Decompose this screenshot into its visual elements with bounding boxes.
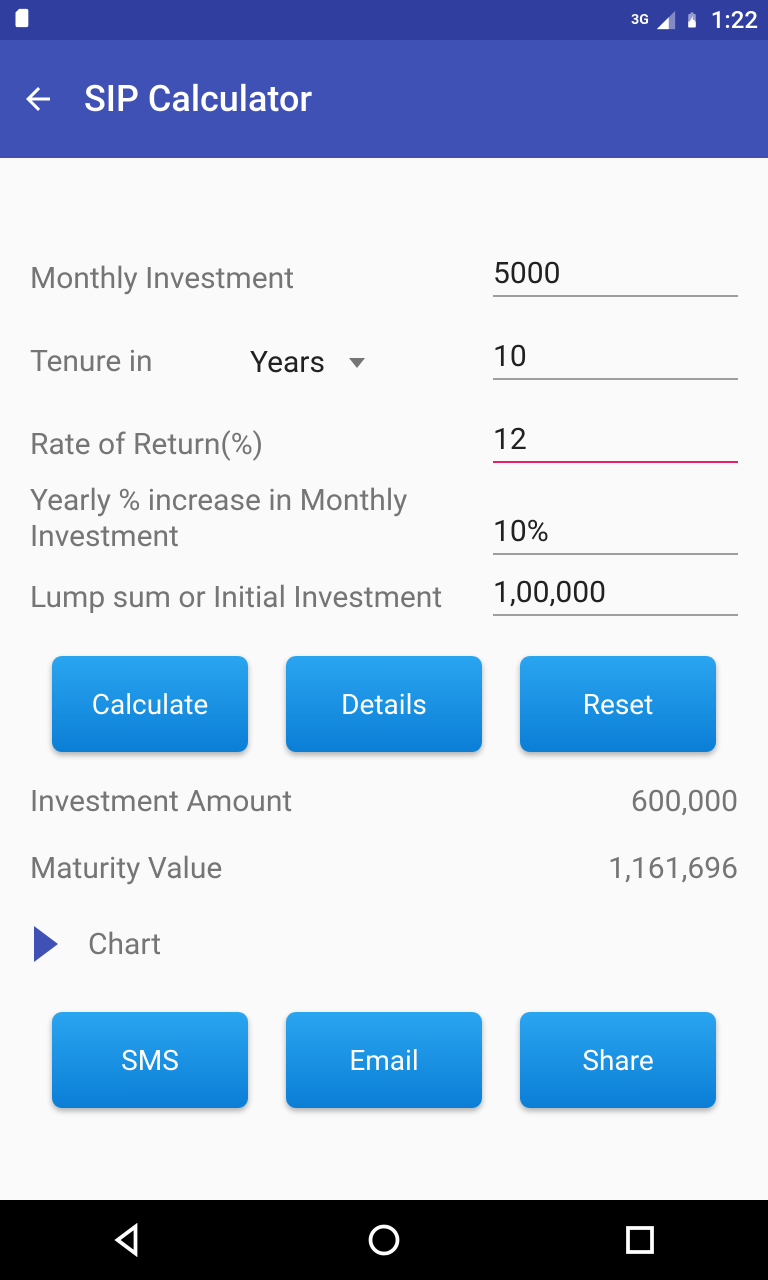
monthly-investment-row: Monthly Investment 5000 bbox=[30, 256, 738, 297]
yearly-increase-label: Yearly % increase in Monthly Investment bbox=[30, 483, 493, 555]
maturity-value-value: 1,161,696 bbox=[608, 851, 738, 886]
nav-back-icon[interactable] bbox=[110, 1222, 146, 1258]
details-button[interactable]: Details bbox=[286, 656, 482, 752]
rate-input[interactable]: 12 bbox=[493, 422, 738, 463]
dropdown-arrow-icon bbox=[349, 358, 365, 368]
tenure-label: Tenure in bbox=[30, 344, 250, 380]
action-button-row: Calculate Details Reset bbox=[30, 656, 738, 752]
investment-amount-value: 600,000 bbox=[631, 784, 738, 819]
status-right: 3G 1:22 bbox=[631, 6, 758, 34]
rate-row: Rate of Return(%) 12 bbox=[30, 422, 738, 463]
app-title: SIP Calculator bbox=[84, 78, 312, 120]
network-3g-label: 3G bbox=[631, 12, 649, 28]
monthly-investment-label: Monthly Investment bbox=[30, 261, 493, 297]
tenure-unit-value: Years bbox=[250, 345, 325, 380]
yearly-increase-input[interactable]: 10% bbox=[493, 514, 738, 555]
app-bar: SIP Calculator bbox=[0, 40, 768, 158]
maturity-value-label: Maturity Value bbox=[30, 851, 222, 886]
yearly-increase-value: 10% bbox=[493, 514, 738, 549]
rate-value: 12 bbox=[493, 422, 738, 457]
chart-expand-icon bbox=[34, 926, 58, 962]
tenure-unit-dropdown[interactable]: Years bbox=[250, 345, 463, 380]
back-arrow-icon[interactable] bbox=[20, 81, 56, 117]
signal-icon bbox=[655, 9, 677, 31]
lump-sum-input[interactable]: 1,00,000 bbox=[493, 575, 738, 616]
status-bar: 3G 1:22 bbox=[0, 0, 768, 40]
maturity-value-row: Maturity Value 1,161,696 bbox=[30, 851, 738, 886]
monthly-investment-input[interactable]: 5000 bbox=[493, 256, 738, 297]
reset-button[interactable]: Reset bbox=[520, 656, 716, 752]
android-nav-bar bbox=[0, 1200, 768, 1280]
email-button[interactable]: Email bbox=[286, 1012, 482, 1108]
investment-amount-label: Investment Amount bbox=[30, 784, 292, 819]
tenure-input[interactable]: 10 bbox=[493, 339, 738, 380]
chart-label: Chart bbox=[88, 927, 161, 962]
tenure-value: 10 bbox=[493, 339, 738, 374]
yearly-increase-row: Yearly % increase in Monthly Investment … bbox=[30, 483, 738, 555]
status-time: 1:22 bbox=[711, 6, 758, 34]
share-button[interactable]: Share bbox=[520, 1012, 716, 1108]
lump-sum-label: Lump sum or Initial Investment bbox=[30, 580, 493, 616]
lump-sum-row: Lump sum or Initial Investment 1,00,000 bbox=[30, 575, 738, 616]
lump-sum-value: 1,00,000 bbox=[493, 575, 738, 610]
nav-recent-icon[interactable] bbox=[622, 1222, 658, 1258]
status-left bbox=[10, 7, 32, 33]
rate-label: Rate of Return(%) bbox=[30, 427, 493, 463]
chart-toggle-row[interactable]: Chart bbox=[30, 926, 738, 962]
nav-home-icon[interactable] bbox=[366, 1222, 402, 1258]
share-button-row: SMS Email Share bbox=[30, 1012, 738, 1108]
monthly-investment-value: 5000 bbox=[493, 256, 738, 291]
calculate-button[interactable]: Calculate bbox=[52, 656, 248, 752]
investment-amount-row: Investment Amount 600,000 bbox=[30, 784, 738, 819]
sd-card-icon bbox=[10, 7, 32, 29]
content-area: Monthly Investment 5000 Tenure in Years … bbox=[0, 158, 768, 1108]
tenure-row: Tenure in Years 10 bbox=[30, 339, 738, 380]
battery-icon bbox=[683, 9, 701, 31]
sms-button[interactable]: SMS bbox=[52, 1012, 248, 1108]
